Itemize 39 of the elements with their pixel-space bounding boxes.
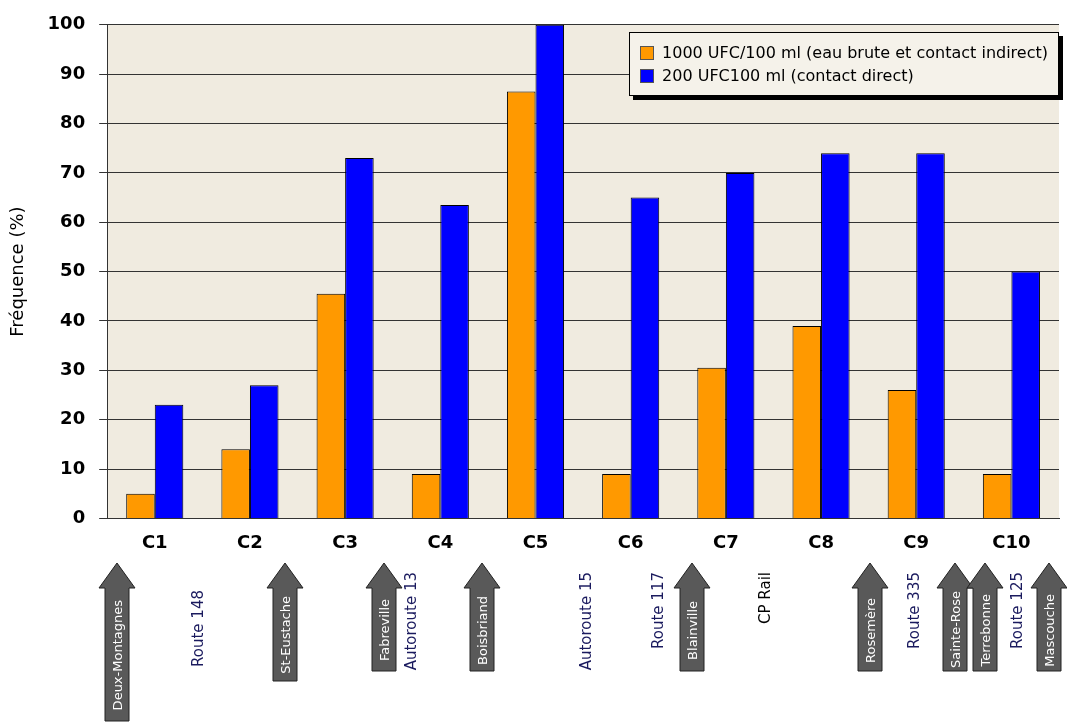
legend-label: 200 UFC100 ml (contact direct) (662, 66, 914, 85)
x-tick-label: C3 (332, 530, 358, 552)
y-tick-label: 20 (60, 407, 86, 429)
up-arrow-icon: Fabreville (365, 562, 403, 672)
text: Autoroute 13 (401, 572, 421, 671)
up-arrow-icon: Blainville (673, 562, 711, 672)
x-tick-label: C8 (808, 530, 834, 552)
y-tick-label: 40 (60, 308, 86, 330)
y-tick-label: 60 (60, 209, 86, 231)
x-tick-label: C10 (992, 530, 1031, 552)
x-tick-label: C6 (617, 530, 644, 552)
x-tick-label: C5 (522, 530, 549, 552)
up-arrow-icon: Rosemère (851, 562, 889, 672)
up-arrow-icon: St-Eustache (266, 562, 304, 682)
y-tick-label: 70 (60, 160, 86, 182)
y-tick-label: 50 (60, 259, 86, 281)
up-arrow-icon: Deux-Montagnes (98, 562, 136, 722)
text: CP Rail (755, 572, 775, 624)
x-tick-label: C2 (237, 530, 263, 552)
y-tick-label: 30 (60, 357, 86, 379)
up-arrow-icon: Terrebonne (966, 562, 1004, 672)
up-arrow-icon: Boisbriand (463, 562, 501, 672)
text: Route 117 (648, 572, 668, 649)
text: Route 148 (188, 590, 208, 667)
x-tick-label: C4 (427, 530, 454, 552)
y-tick-label: 80 (60, 111, 86, 133)
legend-label: 1000 UFC/100 ml (eau brute et contact indirect) (662, 43, 1048, 62)
y-tick-label: 10 (60, 456, 86, 478)
x-tick-label: C7 (712, 530, 739, 552)
x-tick-label: C9 (903, 530, 930, 552)
text: Route 125 (1007, 572, 1027, 649)
y-axis-title: Fréquence (%) (6, 206, 28, 337)
text: Route 335 (904, 572, 924, 649)
y-tick-label: 100 (47, 12, 86, 34)
y-tick-label: 0 (72, 506, 86, 528)
x-tick-label: C1 (141, 530, 168, 552)
text: Autoroute 15 (576, 572, 596, 671)
y-tick-label: 90 (60, 61, 86, 83)
up-arrow-icon: Mascouche (1030, 562, 1067, 672)
